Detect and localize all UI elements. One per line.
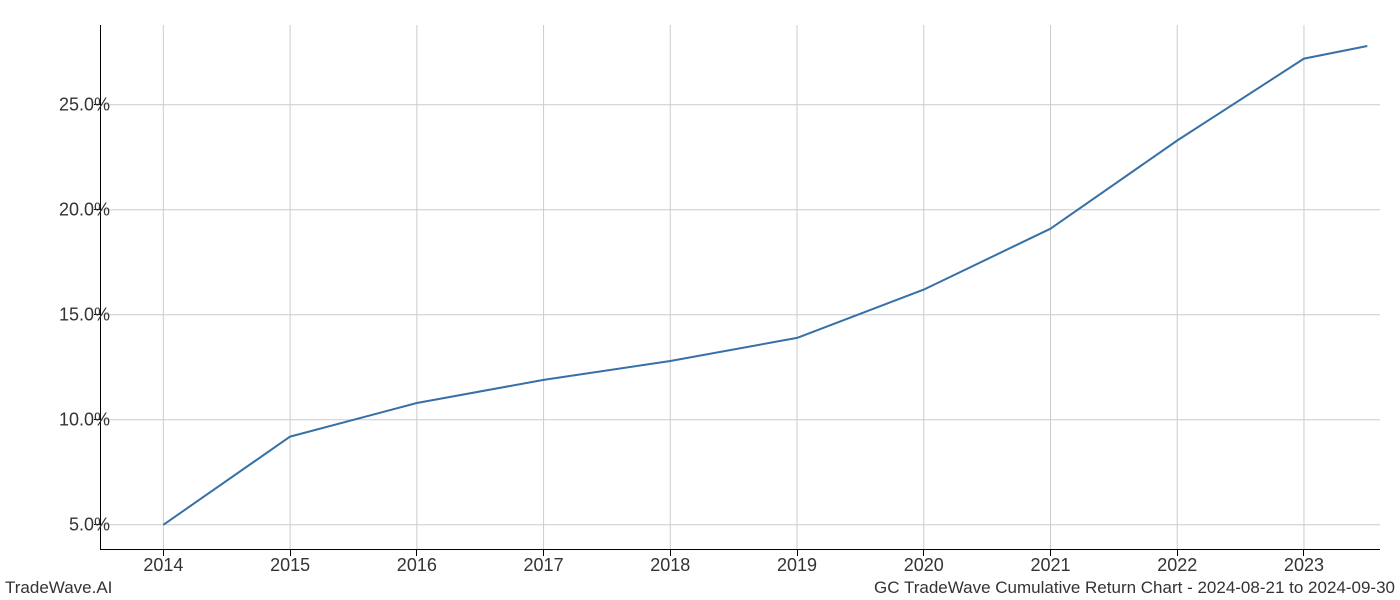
line-group xyxy=(163,46,1367,525)
y-tick-label: 15.0% xyxy=(59,304,110,325)
x-tick-label: 2016 xyxy=(397,555,437,576)
x-tick-label: 2015 xyxy=(270,555,310,576)
x-tick-label: 2023 xyxy=(1284,555,1324,576)
y-tick-label: 5.0% xyxy=(69,514,110,535)
footer-left-text: TradeWave.AI xyxy=(5,578,112,598)
x-axis-line xyxy=(100,549,1380,550)
line-chart xyxy=(100,25,1380,550)
x-tick-label: 2018 xyxy=(650,555,690,576)
plot-area xyxy=(100,25,1380,550)
x-tick-label: 2020 xyxy=(904,555,944,576)
data-line xyxy=(163,46,1367,525)
grid-group xyxy=(100,25,1380,550)
y-tick-label: 25.0% xyxy=(59,94,110,115)
x-tick-label: 2017 xyxy=(524,555,564,576)
x-tick-label: 2019 xyxy=(777,555,817,576)
y-tick-label: 20.0% xyxy=(59,199,110,220)
y-tick-label: 10.0% xyxy=(59,409,110,430)
footer-right-text: GC TradeWave Cumulative Return Chart - 2… xyxy=(874,578,1395,598)
chart-svg xyxy=(100,25,1380,550)
x-tick-label: 2022 xyxy=(1157,555,1197,576)
x-tick-label: 2014 xyxy=(143,555,183,576)
x-tick-label: 2021 xyxy=(1030,555,1070,576)
